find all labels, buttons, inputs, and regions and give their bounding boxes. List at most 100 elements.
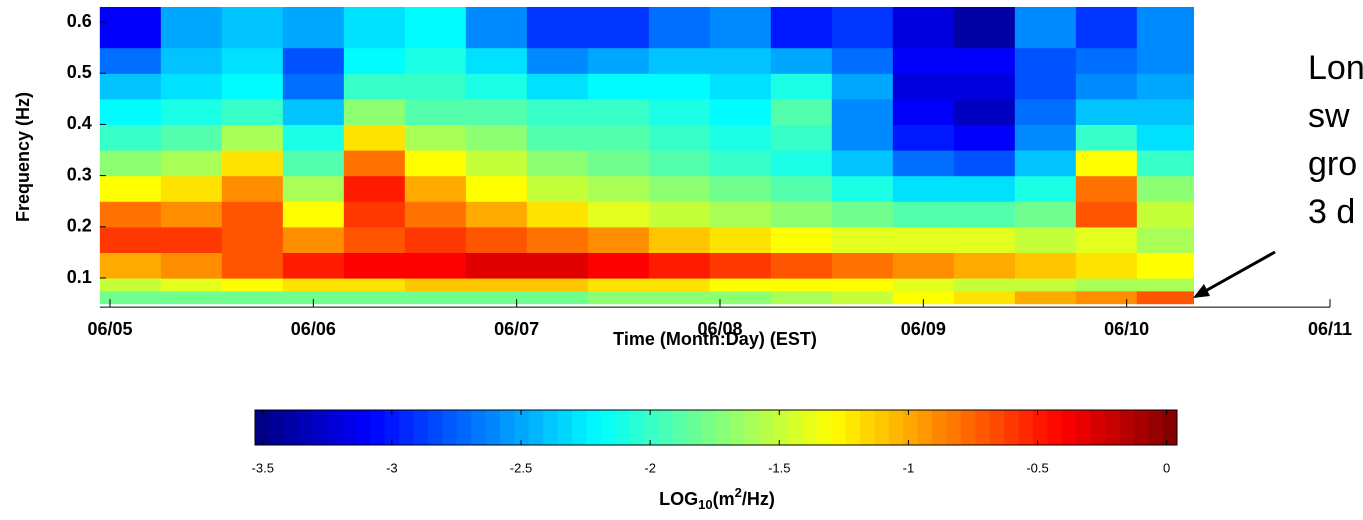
annotation-line: 3 d: [1308, 193, 1355, 231]
cell: [587, 201, 650, 228]
colorbar-step: [1162, 410, 1178, 445]
cell: [770, 150, 833, 177]
colorbar-step: [384, 410, 400, 445]
cell: [770, 201, 833, 228]
cell: [160, 47, 223, 74]
cell: [831, 98, 894, 125]
cell: [648, 226, 711, 253]
cell: [1136, 278, 1194, 292]
colorbar-step: [1047, 410, 1063, 445]
cell: [221, 226, 284, 253]
cell: [892, 47, 955, 74]
cell: [343, 252, 406, 279]
cell: [1136, 201, 1194, 228]
cell: [526, 201, 589, 228]
cell: [404, 175, 467, 202]
cell: [404, 124, 467, 151]
label-part: /Hz): [742, 489, 775, 509]
cell: [587, 175, 650, 202]
colorbar-step: [327, 410, 342, 445]
colorbar-step: [442, 410, 458, 445]
cell: [282, 201, 345, 228]
cell: [709, 201, 772, 228]
colorbar-step: [701, 410, 717, 445]
colorbar-step: [874, 410, 890, 445]
colorbar-step: [1004, 410, 1020, 445]
cell: [282, 278, 345, 292]
cell: [1136, 290, 1194, 305]
cell: [587, 7, 650, 49]
cell: [1075, 226, 1138, 253]
cell: [648, 201, 711, 228]
cell: [770, 175, 833, 202]
cell: [343, 278, 406, 292]
cell: [1014, 47, 1077, 74]
y-tick-label: 0.1: [67, 267, 92, 287]
label-part: (m: [713, 489, 735, 509]
colorbar-step: [600, 410, 616, 445]
cell: [99, 98, 162, 125]
cell: [526, 47, 589, 74]
cell: [221, 73, 284, 100]
cell: [1014, 7, 1077, 49]
cell: [526, 252, 589, 279]
cell: [221, 278, 284, 292]
cell: [648, 7, 711, 49]
cell: [465, 98, 528, 125]
annotation: Lon sw gro 3 d: [1308, 49, 1363, 231]
colorbar-step: [586, 410, 602, 445]
cell: [831, 226, 894, 253]
colorbar-step: [989, 410, 1005, 445]
y-tick-label: 0.6: [67, 11, 92, 31]
cell: [770, 290, 833, 305]
cell: [1075, 175, 1138, 202]
cell: [1136, 73, 1194, 100]
cell: [282, 124, 345, 151]
colorbar-tick-label: 0: [1163, 460, 1170, 475]
cell: [953, 226, 1016, 253]
cell: [953, 150, 1016, 177]
colorbar-step: [860, 410, 875, 445]
cell: [404, 290, 467, 305]
colorbar-step: [773, 410, 789, 445]
colorbar-step: [816, 410, 832, 445]
colorbar-step: [1018, 410, 1034, 445]
cell: [343, 290, 406, 305]
cell: [1136, 252, 1194, 279]
cell: [160, 226, 223, 253]
cell: [587, 226, 650, 253]
colorbar-step: [312, 410, 328, 445]
cell: [404, 278, 467, 292]
colorbar-step: [917, 410, 933, 445]
cell: [770, 98, 833, 125]
cell: [1136, 7, 1194, 49]
cell: [1075, 252, 1138, 279]
cell: [709, 278, 772, 292]
cell: [953, 290, 1016, 305]
cell: [99, 150, 162, 177]
cell: [221, 150, 284, 177]
cell: [892, 98, 955, 125]
cell: [1014, 124, 1077, 151]
cell: [648, 290, 711, 305]
cell: [1014, 278, 1077, 292]
cell: [160, 98, 223, 125]
cell: [709, 47, 772, 74]
cell: [526, 98, 589, 125]
cell: [953, 175, 1016, 202]
colorbar-step: [1104, 410, 1120, 445]
cell: [465, 226, 528, 253]
cell: [404, 150, 467, 177]
cell: [465, 252, 528, 279]
y-tick-label: 0.2: [67, 216, 92, 236]
y-tick-label: 0.5: [67, 62, 92, 82]
cell: [282, 47, 345, 74]
cell: [526, 124, 589, 151]
colorbar-step: [615, 410, 631, 445]
cell: [343, 98, 406, 125]
colorbar-step: [730, 410, 746, 445]
cell: [953, 98, 1016, 125]
cell: [1014, 252, 1077, 279]
cell: [770, 47, 833, 74]
colorbar-step: [629, 410, 645, 445]
